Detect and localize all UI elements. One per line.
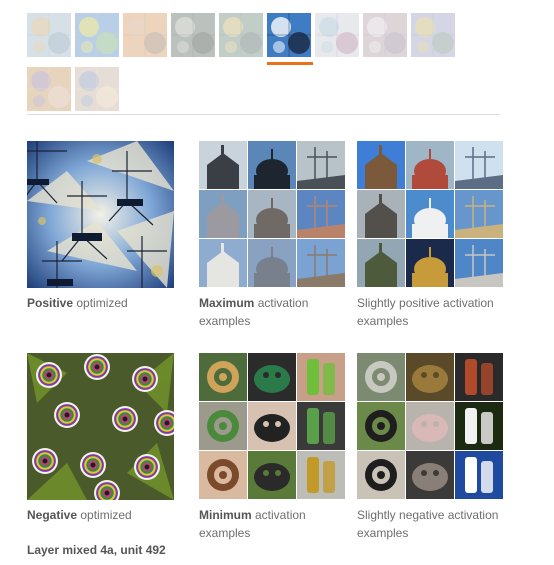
slight-pos-example-8 [406, 239, 454, 287]
min-example-1 [199, 353, 247, 401]
min-example-9 [297, 451, 345, 499]
active-thumbnail-underline [267, 62, 313, 65]
negative-optimized-image [27, 353, 174, 500]
slightly-positive-activation-examples [357, 141, 504, 288]
slight-pos-example-9 [455, 239, 503, 287]
unit-thumb-3[interactable] [123, 13, 167, 57]
slight-neg-example-3 [455, 353, 503, 401]
slightly-negative-caption: Slightly negative activation examples [357, 506, 507, 542]
slight-neg-example-5 [406, 402, 454, 450]
slightly-negative-text: Slightly negative activation examples [357, 508, 499, 540]
unit-thumb-7[interactable] [315, 13, 359, 57]
unit-thumb-5[interactable] [219, 13, 263, 57]
unit-thumb-1[interactable] [27, 13, 71, 57]
max-example-8 [248, 239, 296, 287]
minimum-activation-text: activation examples [199, 508, 306, 540]
max-example-1 [199, 141, 247, 189]
min-example-6 [297, 402, 345, 450]
max-example-5 [248, 190, 296, 238]
slight-pos-example-3 [455, 141, 503, 189]
positive-label: Positive [27, 296, 74, 310]
slight-neg-example-2 [406, 353, 454, 401]
min-example-2 [248, 353, 296, 401]
slightly-positive-text: Slightly positive activation examples [357, 296, 494, 328]
max-example-7 [199, 239, 247, 287]
min-example-4 [199, 402, 247, 450]
min-example-7 [199, 451, 247, 499]
min-example-5 [248, 402, 296, 450]
slight-neg-example-1 [357, 353, 405, 401]
slight-pos-example-1 [357, 141, 405, 189]
unit-thumb-4[interactable] [171, 13, 215, 57]
negative-label: Negative [27, 508, 78, 522]
maximum-activation-examples [199, 141, 346, 288]
max-example-6 [297, 190, 345, 238]
minimum-activation-caption: Minimum activation examples [199, 506, 339, 542]
minimum-label: Minimum [199, 508, 252, 522]
max-example-3 [297, 141, 345, 189]
slight-neg-example-7 [357, 451, 405, 499]
min-example-3 [297, 353, 345, 401]
unit-thumb-6[interactable] [267, 13, 311, 57]
section-divider [27, 114, 500, 115]
positive-optimized-caption: Positive optimized [27, 294, 187, 312]
slight-pos-example-2 [406, 141, 454, 189]
positive-optimized-image [27, 141, 174, 288]
max-example-2 [248, 141, 296, 189]
unit-thumb-11[interactable] [75, 67, 119, 111]
unit-thumb-8[interactable] [363, 13, 407, 57]
maximum-label: Maximum [199, 296, 255, 310]
maximum-activation-text: activation examples [199, 296, 309, 328]
slight-pos-example-4 [357, 190, 405, 238]
slight-neg-example-6 [455, 402, 503, 450]
max-example-9 [297, 239, 345, 287]
slight-pos-example-6 [455, 190, 503, 238]
slight-neg-example-8 [406, 451, 454, 499]
slightly-negative-activation-examples [357, 353, 504, 500]
layer-unit-label: Layer mixed 4a, unit 492 [27, 543, 166, 557]
positive-optimized-text: optimized [73, 296, 128, 310]
slightly-positive-caption: Slightly positive activation examples [357, 294, 507, 330]
negative-optimized-caption: Negative optimized [27, 506, 187, 524]
slight-neg-example-4 [357, 402, 405, 450]
maximum-activation-caption: Maximum activation examples [199, 294, 339, 330]
minimum-activation-examples [199, 353, 346, 500]
max-example-4 [199, 190, 247, 238]
unit-thumb-2[interactable] [75, 13, 119, 57]
unit-thumb-10[interactable] [27, 67, 71, 111]
slight-pos-example-7 [357, 239, 405, 287]
negative-optimized-text: optimized [77, 508, 132, 522]
slight-neg-example-9 [455, 451, 503, 499]
min-example-8 [248, 451, 296, 499]
slight-pos-example-5 [406, 190, 454, 238]
unit-thumb-9[interactable] [411, 13, 455, 57]
